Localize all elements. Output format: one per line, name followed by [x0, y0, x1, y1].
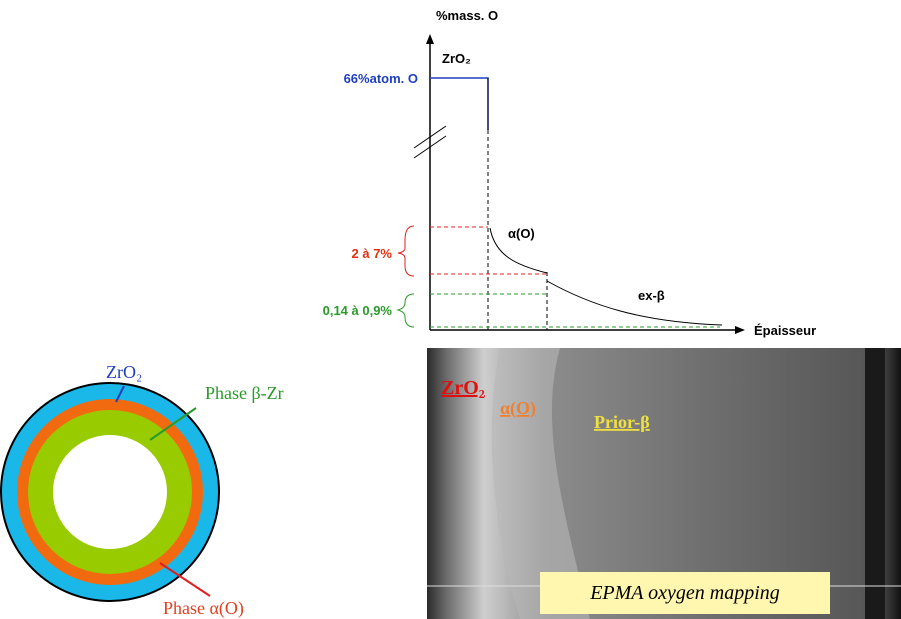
- phase-label: α(O): [508, 226, 535, 241]
- label: ZrO₂: [106, 362, 142, 382]
- alpha-curve: [489, 227, 548, 274]
- phase-label: ZrO₂: [442, 51, 471, 66]
- range-label: 0,14 à 0,9%: [323, 303, 393, 318]
- axis-label: Épaisseur: [754, 323, 816, 338]
- label: α(O): [500, 398, 536, 419]
- range-label: 2 à 7%: [352, 246, 393, 261]
- axis-break: [413, 135, 447, 159]
- micrograph: ZrO₂ α(O) Prior-β EPMA oxygen mapping: [427, 348, 901, 619]
- arrow: [426, 34, 434, 44]
- caption-box: [540, 572, 830, 614]
- leader: [115, 385, 125, 403]
- brace: [397, 225, 415, 277]
- brace: [396, 293, 415, 328]
- axis-label: %mass. O: [436, 8, 498, 23]
- caption: EPMA oxygen mapping: [589, 582, 780, 604]
- axis-break: [413, 125, 447, 149]
- level-label: 66%atom. O: [344, 71, 418, 86]
- label: Prior-β: [594, 412, 650, 432]
- phase-label: ex-β: [638, 288, 665, 303]
- leader: [149, 407, 197, 441]
- profile-diagram: %mass. O Épaisseur ZrO₂ 66%atom. O α(O) …: [323, 8, 817, 338]
- label: ZrO₂: [441, 377, 485, 399]
- oxide-level: [430, 77, 489, 130]
- alpha-layer: [491, 348, 590, 619]
- leader: [159, 562, 211, 597]
- beta-curve: [546, 280, 723, 326]
- cross-section: ZrO₂ Phase β-Zr Phase α(O): [0, 362, 284, 619]
- label: Phase α(O): [163, 598, 244, 619]
- bore: [53, 435, 167, 549]
- edge: [865, 348, 885, 619]
- label: Phase β-Zr: [205, 383, 284, 403]
- arrow: [735, 326, 745, 334]
